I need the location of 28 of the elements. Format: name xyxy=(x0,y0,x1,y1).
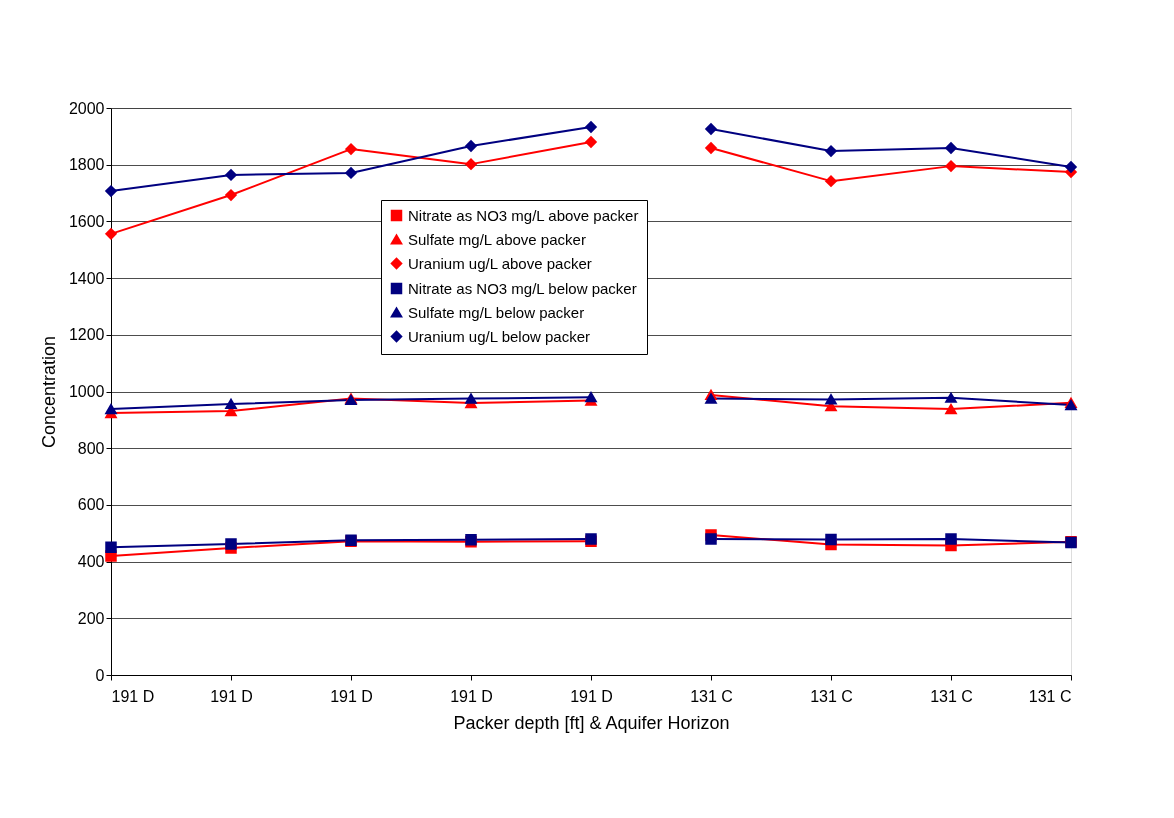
x-tick-label: 191 D xyxy=(111,687,155,705)
legend-label: Nitrate as NO3 mg/L above packer xyxy=(408,206,639,224)
x-tick-label: 131 C xyxy=(690,687,733,705)
y-tick-label: 400 xyxy=(77,553,105,571)
y-tick-label: 1600 xyxy=(68,212,105,230)
x-tick-label: 131 C xyxy=(1028,687,1072,705)
x-tick-label: 191 D xyxy=(330,687,373,705)
x-tick-label: 131 C xyxy=(810,687,853,705)
y-axis-title: Concentration xyxy=(38,335,59,449)
x-axis-title: Packer depth [ft] & Aquifer Horizon xyxy=(453,712,730,733)
y-tick-label: 800 xyxy=(77,439,105,457)
legend-label: Sulfate mg/L below packer xyxy=(408,303,585,321)
y-tick-label: 1400 xyxy=(68,269,105,287)
legend-label: Uranium ug/L below packer xyxy=(408,327,591,345)
y-tick-label: 200 xyxy=(77,609,105,627)
x-tick-label: 191 D xyxy=(450,687,493,705)
legend-label: Uranium ug/L above packer xyxy=(408,254,592,272)
y-tick-label: 600 xyxy=(77,496,105,514)
y-tick-label: 1200 xyxy=(68,326,105,344)
y-tick-label: 2000 xyxy=(68,99,105,117)
x-tick-label: 191 D xyxy=(210,687,253,705)
legend-label: Sulfate mg/L above packer xyxy=(408,230,586,248)
legend-label: Nitrate as NO3 mg/L below packer xyxy=(408,279,637,297)
x-tick-label: 131 C xyxy=(930,687,973,705)
x-tick-label: 191 D xyxy=(570,687,613,705)
y-tick-label: 1800 xyxy=(68,156,105,174)
y-tick-label: 1000 xyxy=(68,383,105,400)
y-tick-label: 0 xyxy=(95,666,105,684)
